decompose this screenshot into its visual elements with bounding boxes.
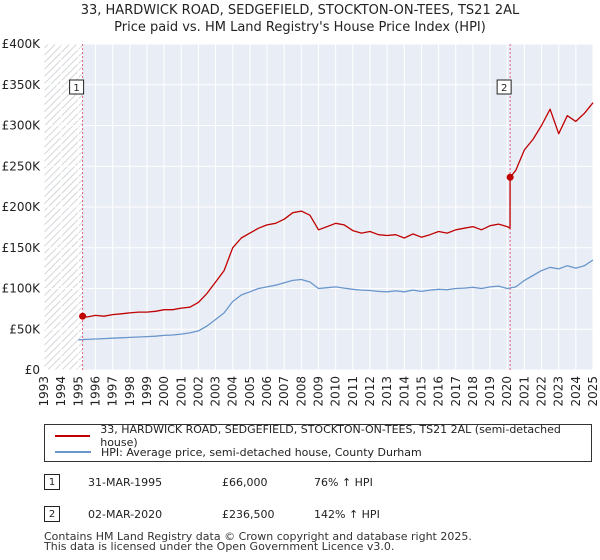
y-tick-label: £150K <box>2 241 42 255</box>
x-tick-label: 2019 <box>483 376 497 407</box>
x-tick-label: 2015 <box>414 376 428 407</box>
sale-point <box>506 173 514 181</box>
price-chart: 1 2 £0 £50K £100K £150K £200K £250K £300K £350K £4… <box>2 37 600 407</box>
sale-hpi-change: 76% ↑ HPI <box>314 476 373 489</box>
x-tick-label: 2013 <box>380 376 394 407</box>
sale-label: 1 <box>73 83 79 94</box>
x-tick-label: 1999 <box>140 376 154 407</box>
sale-label: 2 <box>501 83 507 94</box>
x-tick-label: 2012 <box>363 376 377 407</box>
sale-label-box <box>496 79 512 95</box>
chart-title-line1: 33, HARDWICK ROAD, SEDGEFIELD, STOCKTON-… <box>80 3 520 18</box>
table-row: 1 31-MAR-1995 £66,000 76% ↑ HPI <box>44 474 584 492</box>
x-tick-label: 2017 <box>449 376 463 407</box>
x-tick-label: 2009 <box>312 376 326 407</box>
x-tick-label: 2011 <box>346 376 360 407</box>
footer-copyright: Contains HM Land Registry data © Crown c… <box>44 530 472 543</box>
x-tick-label: 2021 <box>517 376 531 407</box>
x-tick-label: 2001 <box>174 376 188 407</box>
x-tick-label: 2023 <box>552 376 566 407</box>
legend: 33, HARDWICK ROAD, SEDGEFIELD, STOCKTON-… <box>44 423 592 462</box>
y-tick-label: £200K <box>2 200 42 214</box>
x-tick-label: 2002 <box>191 376 205 407</box>
legend-item-property: 33, HARDWICK ROAD, SEDGEFIELD, STOCKTON-… <box>55 423 591 449</box>
x-tick-label: 1994 <box>54 376 68 407</box>
x-tick-label: 2020 <box>500 376 514 407</box>
hpi-series-line <box>78 259 594 341</box>
x-tick-label: 1995 <box>71 376 85 407</box>
footer-licence: This data is licensed under the Open Gov… <box>44 540 395 553</box>
x-tick-label: 2018 <box>466 376 480 407</box>
x-tick-label: 1997 <box>106 376 120 407</box>
legend-swatch-property <box>55 435 91 437</box>
x-tick-label: 2000 <box>157 376 171 407</box>
x-tick-label: 2025 <box>586 376 600 407</box>
y-tick-label: £300K <box>2 119 42 133</box>
x-tick-label: 2022 <box>535 376 549 407</box>
y-tick-label: £350K <box>2 78 42 92</box>
x-tick-label: 2004 <box>226 376 240 407</box>
legend-item-hpi: HPI: Average price, semi-detached house,… <box>55 444 422 460</box>
legend-swatch-hpi <box>55 451 91 453</box>
x-tick-label: 1998 <box>123 376 137 407</box>
sale-hpi-change: 142% ↑ HPI <box>314 508 380 521</box>
x-tick-label: 2024 <box>569 376 583 407</box>
chart-title-line2: Price paid vs. HM Land Registry's House … <box>114 20 486 35</box>
x-tick-label: 2010 <box>329 376 343 407</box>
legend-label-hpi: HPI: Average price, semi-detached house,… <box>101 445 422 459</box>
y-tick-label: £0 <box>25 363 40 377</box>
y-tick-label: £250K <box>2 159 42 173</box>
legend-label-property: 33, HARDWICK ROAD, SEDGEFIELD, STOCKTON-… <box>100 423 561 449</box>
x-tick-label: 2005 <box>243 376 257 407</box>
x-tick-label: 2006 <box>260 376 274 407</box>
sale-price: £236,500 <box>222 508 275 521</box>
y-tick-label: £400K <box>2 37 42 51</box>
x-tick-label: 1996 <box>88 376 102 407</box>
sale-point <box>79 312 87 320</box>
x-tick-label: 1993 <box>37 376 51 407</box>
sale-marker-badge: 2 <box>44 506 60 522</box>
sale-price: £66,000 <box>222 476 268 489</box>
sale-date: 02-MAR-2020 <box>88 508 163 521</box>
sale-label-box <box>69 79 85 95</box>
x-tick-label: 2014 <box>397 376 411 407</box>
y-tick-label: £100K <box>2 282 42 296</box>
sale-date: 31-MAR-1995 <box>88 476 163 489</box>
x-tick-label: 2008 <box>294 376 308 407</box>
property-series-line <box>82 102 594 318</box>
table-row: 2 02-MAR-2020 £236,500 142% ↑ HPI <box>44 506 584 524</box>
x-tick-label: 2016 <box>432 376 446 407</box>
sale-marker-badge: 1 <box>44 474 60 490</box>
x-tick-label: 2007 <box>277 376 291 407</box>
y-tick-label: £50K <box>9 322 41 336</box>
x-tick-label: 2003 <box>209 376 223 407</box>
